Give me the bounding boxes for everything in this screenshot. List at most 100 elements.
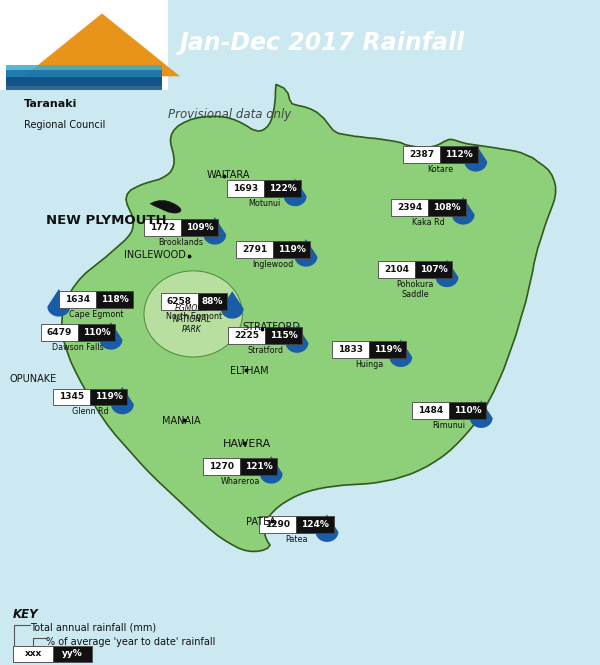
- Bar: [41, 324, 78, 340]
- Text: 1290: 1290: [265, 520, 290, 529]
- Bar: [161, 293, 198, 310]
- Polygon shape: [203, 217, 226, 245]
- Text: Kotare: Kotare: [427, 165, 454, 174]
- Text: MANAIA: MANAIA: [163, 416, 201, 426]
- Bar: [203, 458, 240, 475]
- Bar: [332, 341, 369, 358]
- Bar: [259, 516, 296, 533]
- Text: xxx: xxx: [25, 650, 41, 658]
- Text: ELTHAM: ELTHAM: [230, 366, 268, 376]
- Bar: [391, 199, 428, 215]
- Bar: [53, 388, 90, 406]
- Bar: [144, 219, 181, 235]
- Polygon shape: [100, 323, 122, 350]
- Text: 110%: 110%: [83, 328, 110, 336]
- Text: PATEA: PATEA: [246, 517, 276, 527]
- Text: Rimunui: Rimunui: [432, 421, 466, 430]
- Text: Cape Egmont: Cape Egmont: [69, 310, 123, 319]
- Text: Regional Council: Regional Council: [24, 120, 106, 130]
- Text: STRATFORD: STRATFORD: [242, 322, 300, 332]
- Text: 109%: 109%: [186, 223, 214, 231]
- Bar: [90, 388, 127, 406]
- Text: Provisional data only: Provisional data only: [168, 108, 291, 121]
- Bar: [369, 341, 406, 358]
- Polygon shape: [389, 340, 412, 367]
- Text: 115%: 115%: [270, 331, 298, 340]
- Bar: [378, 261, 415, 278]
- Bar: [181, 219, 218, 235]
- Text: Inglewood: Inglewood: [253, 260, 293, 269]
- Text: 1270: 1270: [209, 462, 234, 471]
- Polygon shape: [6, 65, 162, 80]
- Polygon shape: [316, 515, 338, 542]
- Text: Taranaki: Taranaki: [24, 98, 77, 109]
- Bar: [273, 241, 310, 258]
- Text: 1833: 1833: [338, 345, 363, 354]
- Text: yy%: yy%: [62, 650, 83, 658]
- Bar: [228, 327, 265, 344]
- Polygon shape: [470, 400, 493, 428]
- Polygon shape: [464, 144, 487, 172]
- Text: 112%: 112%: [445, 150, 473, 159]
- Polygon shape: [284, 179, 307, 206]
- Text: 107%: 107%: [420, 265, 448, 274]
- Text: 2394: 2394: [397, 203, 422, 211]
- Text: Jan-Dec 2017 Rainfall: Jan-Dec 2017 Rainfall: [180, 31, 465, 55]
- Text: KEY: KEY: [13, 608, 39, 621]
- Text: OPUNAKE: OPUNAKE: [10, 374, 56, 384]
- Bar: [96, 291, 133, 308]
- Polygon shape: [260, 456, 283, 483]
- Bar: [264, 180, 301, 198]
- Text: 119%: 119%: [95, 392, 122, 402]
- Polygon shape: [295, 239, 317, 267]
- Text: 122%: 122%: [269, 184, 296, 194]
- Text: Huinga: Huinga: [355, 360, 383, 369]
- Polygon shape: [221, 291, 244, 319]
- Text: 1693: 1693: [233, 184, 258, 194]
- Bar: [403, 146, 440, 163]
- Bar: [227, 180, 264, 198]
- Bar: [296, 516, 334, 533]
- Bar: [449, 402, 486, 419]
- Text: 118%: 118%: [101, 295, 128, 304]
- Text: 119%: 119%: [374, 345, 401, 354]
- Polygon shape: [62, 84, 556, 551]
- Text: 1484: 1484: [418, 406, 443, 415]
- Polygon shape: [150, 200, 181, 213]
- Bar: [440, 146, 478, 163]
- Text: WAITARA: WAITARA: [206, 170, 250, 180]
- Text: 1772: 1772: [150, 223, 175, 231]
- Bar: [428, 199, 466, 215]
- Polygon shape: [286, 325, 308, 353]
- Text: 110%: 110%: [454, 406, 481, 415]
- Text: 1345: 1345: [59, 392, 84, 402]
- Text: 6258: 6258: [167, 297, 192, 306]
- Text: Motunui: Motunui: [248, 200, 280, 208]
- Text: 108%: 108%: [433, 203, 461, 211]
- Bar: [415, 261, 452, 278]
- Bar: [0, 0, 168, 90]
- Text: HAWERA: HAWERA: [223, 439, 271, 450]
- Bar: [265, 327, 302, 344]
- Text: North Egmont: North Egmont: [166, 312, 222, 321]
- Text: 6479: 6479: [47, 328, 72, 336]
- Text: % of average 'year to date' rainfall: % of average 'year to date' rainfall: [46, 636, 215, 646]
- Polygon shape: [24, 13, 180, 76]
- Circle shape: [144, 271, 242, 357]
- Polygon shape: [6, 70, 162, 86]
- Bar: [240, 458, 277, 475]
- Bar: [59, 291, 96, 308]
- Text: Patea: Patea: [285, 535, 308, 544]
- Polygon shape: [47, 289, 70, 317]
- Text: Pohokura
Saddle: Pohokura Saddle: [397, 281, 434, 299]
- Text: 119%: 119%: [278, 245, 305, 254]
- Text: 124%: 124%: [301, 520, 329, 529]
- Text: Whareroa: Whareroa: [220, 477, 260, 486]
- Polygon shape: [452, 198, 475, 225]
- Bar: [412, 402, 449, 419]
- Text: 1634: 1634: [65, 295, 90, 304]
- Text: 2104: 2104: [384, 265, 409, 274]
- Text: Dawson Falls: Dawson Falls: [52, 343, 104, 352]
- Text: Kaka Rd: Kaka Rd: [412, 218, 445, 227]
- Text: 121%: 121%: [245, 462, 272, 471]
